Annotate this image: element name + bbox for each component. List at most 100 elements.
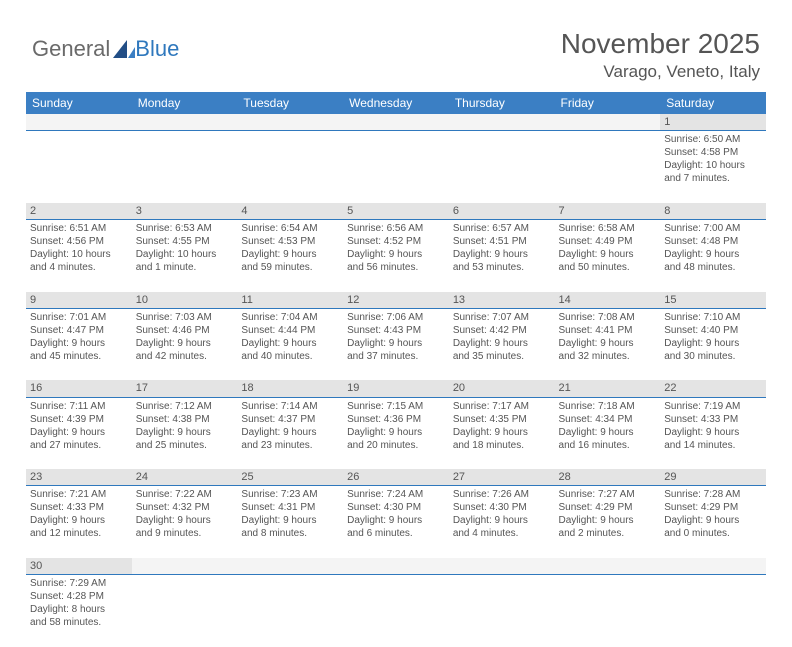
cell-line: Daylight: 9 hours xyxy=(347,248,445,261)
day-number: 24 xyxy=(132,469,238,486)
cell-line: Sunset: 4:43 PM xyxy=(347,324,445,337)
cell-line: Daylight: 9 hours xyxy=(136,337,234,350)
day-cell: Sunrise: 6:50 AMSunset: 4:58 PMDaylight:… xyxy=(660,131,766,203)
day-header: Tuesday xyxy=(237,92,343,114)
cell-line: and 25 minutes. xyxy=(136,439,234,452)
day-number: 3 xyxy=(132,203,238,220)
day-cell: Sunrise: 7:17 AMSunset: 4:35 PMDaylight:… xyxy=(449,397,555,469)
location-text: Varago, Veneto, Italy xyxy=(561,62,760,82)
cell-line: Daylight: 9 hours xyxy=(241,514,339,527)
cell-line: Sunrise: 7:22 AM xyxy=(136,488,234,501)
cell-line: and 35 minutes. xyxy=(453,350,551,363)
day-number: 5 xyxy=(343,203,449,220)
cell-line: Sunrise: 6:54 AM xyxy=(241,222,339,235)
day-cell: Sunrise: 6:56 AMSunset: 4:52 PMDaylight:… xyxy=(343,220,449,292)
cell-line: Sunset: 4:53 PM xyxy=(241,235,339,248)
cell-line: Sunrise: 7:07 AM xyxy=(453,311,551,324)
day-number: 12 xyxy=(343,292,449,309)
day-cell: Sunrise: 7:29 AMSunset: 4:28 PMDaylight:… xyxy=(26,575,132,647)
cell-line: Sunrise: 7:28 AM xyxy=(664,488,762,501)
day-number: 8 xyxy=(660,203,766,220)
day-header: Friday xyxy=(555,92,661,114)
day-cell: Sunrise: 7:26 AMSunset: 4:30 PMDaylight:… xyxy=(449,486,555,558)
cell-line: and 56 minutes. xyxy=(347,261,445,274)
cell-line: Daylight: 9 hours xyxy=(664,514,762,527)
week-row: Sunrise: 7:29 AMSunset: 4:28 PMDaylight:… xyxy=(26,575,766,647)
day-number: 27 xyxy=(449,469,555,486)
day-header: Saturday xyxy=(660,92,766,114)
cell-line: Sunrise: 7:00 AM xyxy=(664,222,762,235)
cell-line: Sunset: 4:47 PM xyxy=(30,324,128,337)
day-number: 10 xyxy=(132,292,238,309)
cell-line: Daylight: 9 hours xyxy=(559,248,657,261)
cell-line: Daylight: 9 hours xyxy=(664,248,762,261)
cell-line: Sunrise: 7:21 AM xyxy=(30,488,128,501)
cell-line: and 9 minutes. xyxy=(136,527,234,540)
day-cell: Sunrise: 7:14 AMSunset: 4:37 PMDaylight:… xyxy=(237,397,343,469)
day-cell: Sunrise: 7:23 AMSunset: 4:31 PMDaylight:… xyxy=(237,486,343,558)
cell-line: Sunset: 4:30 PM xyxy=(347,501,445,514)
cell-line: Sunset: 4:58 PM xyxy=(664,146,762,159)
cell-line: and 20 minutes. xyxy=(347,439,445,452)
day-number xyxy=(449,114,555,131)
day-cell: Sunrise: 7:03 AMSunset: 4:46 PMDaylight:… xyxy=(132,308,238,380)
day-cell: Sunrise: 6:57 AMSunset: 4:51 PMDaylight:… xyxy=(449,220,555,292)
cell-line: Daylight: 9 hours xyxy=(30,337,128,350)
day-header: Thursday xyxy=(449,92,555,114)
day-number: 26 xyxy=(343,469,449,486)
day-number: 19 xyxy=(343,380,449,397)
day-number: 25 xyxy=(237,469,343,486)
cell-line: and 27 minutes. xyxy=(30,439,128,452)
cell-line: Sunrise: 7:04 AM xyxy=(241,311,339,324)
daynum-row: 30 xyxy=(26,558,766,575)
cell-line: and 12 minutes. xyxy=(30,527,128,540)
cell-line: Sunset: 4:48 PM xyxy=(664,235,762,248)
cell-line: Sunset: 4:56 PM xyxy=(30,235,128,248)
cell-line: Sunset: 4:30 PM xyxy=(453,501,551,514)
day-cell: Sunrise: 7:01 AMSunset: 4:47 PMDaylight:… xyxy=(26,308,132,380)
sail-icon xyxy=(113,40,135,60)
day-number: 18 xyxy=(237,380,343,397)
cell-line: Daylight: 9 hours xyxy=(453,337,551,350)
cell-line: Sunrise: 7:11 AM xyxy=(30,400,128,413)
day-cell: Sunrise: 6:54 AMSunset: 4:53 PMDaylight:… xyxy=(237,220,343,292)
cell-line: Sunset: 4:32 PM xyxy=(136,501,234,514)
day-header: Monday xyxy=(132,92,238,114)
daynum-row: 1 xyxy=(26,114,766,131)
cell-line: Sunrise: 6:51 AM xyxy=(30,222,128,235)
cell-line: and 0 minutes. xyxy=(664,527,762,540)
cell-line: Sunset: 4:40 PM xyxy=(664,324,762,337)
day-cell xyxy=(26,131,132,203)
cell-line: Sunset: 4:55 PM xyxy=(136,235,234,248)
day-number: 22 xyxy=(660,380,766,397)
cell-line: Daylight: 9 hours xyxy=(453,514,551,527)
cell-line: Sunrise: 7:06 AM xyxy=(347,311,445,324)
cell-line: Sunset: 4:39 PM xyxy=(30,413,128,426)
day-cell xyxy=(555,575,661,647)
day-number: 17 xyxy=(132,380,238,397)
cell-line: Sunrise: 7:03 AM xyxy=(136,311,234,324)
week-row: Sunrise: 7:01 AMSunset: 4:47 PMDaylight:… xyxy=(26,308,766,380)
cell-line: and 30 minutes. xyxy=(664,350,762,363)
day-cell xyxy=(237,575,343,647)
page-title: November 2025 xyxy=(561,28,760,60)
cell-line: Daylight: 9 hours xyxy=(347,337,445,350)
cell-line: Daylight: 9 hours xyxy=(664,337,762,350)
cell-line: Sunrise: 7:27 AM xyxy=(559,488,657,501)
day-number: 13 xyxy=(449,292,555,309)
cell-line: Daylight: 9 hours xyxy=(136,426,234,439)
logo: General Blue xyxy=(32,36,179,62)
day-number xyxy=(237,114,343,131)
cell-line: and 23 minutes. xyxy=(241,439,339,452)
day-number: 2 xyxy=(26,203,132,220)
cell-line: Daylight: 9 hours xyxy=(453,426,551,439)
day-number xyxy=(132,114,238,131)
cell-line: Sunrise: 7:18 AM xyxy=(559,400,657,413)
cell-line: and 7 minutes. xyxy=(664,172,762,185)
day-cell: Sunrise: 7:15 AMSunset: 4:36 PMDaylight:… xyxy=(343,397,449,469)
cell-line: Sunrise: 7:26 AM xyxy=(453,488,551,501)
day-number: 6 xyxy=(449,203,555,220)
cell-line: Sunrise: 6:58 AM xyxy=(559,222,657,235)
day-cell xyxy=(555,131,661,203)
daynum-row: 2345678 xyxy=(26,203,766,220)
